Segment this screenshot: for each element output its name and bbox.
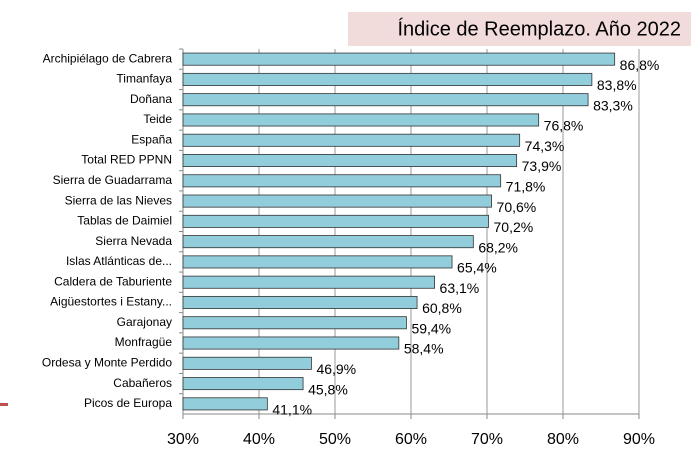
value-label: 73,9% — [522, 158, 562, 174]
bar — [182, 154, 518, 168]
y-tick-label: España — [131, 132, 172, 146]
bar — [182, 52, 616, 66]
value-label: 74,3% — [525, 138, 565, 154]
y-tick-label: Islas Atlánticas de... — [66, 254, 172, 268]
value-label: 58,4% — [404, 341, 444, 357]
bar — [182, 336, 400, 350]
y-tick-label: Total RED PPNN — [81, 153, 172, 167]
bar — [182, 174, 502, 188]
value-label: 46,9% — [316, 361, 356, 377]
x-tick-label: 30% — [167, 431, 199, 448]
y-tick-label: Sierra de Guadarrama — [53, 173, 173, 187]
bar — [182, 214, 489, 228]
bar — [182, 377, 304, 391]
bar — [182, 356, 312, 370]
x-tick-label: 80% — [547, 431, 579, 448]
y-tick-label: Tablas de Daimiel — [77, 214, 172, 228]
x-tick-label: 90% — [623, 431, 655, 448]
title-box — [348, 12, 691, 46]
value-label: 45,8% — [308, 381, 348, 397]
x-tick-label: 50% — [319, 431, 351, 448]
bar — [182, 255, 453, 269]
value-label: 83,8% — [597, 77, 637, 93]
value-label: 86,8% — [620, 57, 660, 73]
value-label: 83,3% — [593, 97, 633, 113]
y-tick-label: Timanfaya — [116, 72, 172, 86]
bar — [182, 275, 435, 289]
decoration — [0, 403, 8, 406]
value-label: 63,1% — [440, 280, 480, 296]
y-tick-label: Monfragüe — [115, 335, 173, 349]
value-label: 70,6% — [497, 199, 537, 215]
bar — [182, 194, 492, 208]
x-tick-label: 60% — [395, 431, 427, 448]
y-tick-label: Doñana — [130, 92, 172, 106]
y-tick-label: Teide — [143, 112, 172, 126]
bar — [182, 93, 589, 107]
bar — [182, 397, 268, 411]
y-tick-label: Archipiélago de Cabrera — [43, 51, 173, 65]
value-label: 59,4% — [411, 320, 451, 336]
bar — [182, 235, 474, 249]
value-label: 76,8% — [544, 118, 584, 134]
value-label: 70,2% — [494, 219, 534, 235]
y-tick-label: Aigüestortes i Estany... — [50, 295, 172, 309]
y-tick-label: Caldera de Taburiente — [54, 274, 172, 288]
x-tick-label: 70% — [471, 431, 503, 448]
y-tick-label: Sierra Nevada — [95, 234, 172, 248]
y-tick-label: Garajonay — [117, 315, 172, 329]
chart-title: Índice de Reemplazo. Año 2022 — [397, 17, 681, 40]
bar — [182, 72, 593, 86]
bar — [182, 133, 521, 147]
value-label: 41,1% — [272, 402, 312, 418]
y-tick-label: Cabañeros — [113, 376, 172, 390]
value-label: 65,4% — [457, 260, 497, 276]
bar — [182, 113, 540, 127]
y-tick-label: Sierra de las Nieves — [65, 193, 172, 207]
y-tick-label: Ordesa y Monte Perdido — [42, 355, 172, 369]
value-label: 68,2% — [478, 239, 518, 255]
y-tick-label: Picos de Europa — [84, 396, 172, 410]
bar — [182, 295, 418, 309]
bar — [182, 316, 407, 330]
value-label: 60,8% — [422, 300, 462, 316]
x-tick-label: 40% — [243, 431, 275, 448]
value-label: 71,8% — [506, 179, 546, 195]
